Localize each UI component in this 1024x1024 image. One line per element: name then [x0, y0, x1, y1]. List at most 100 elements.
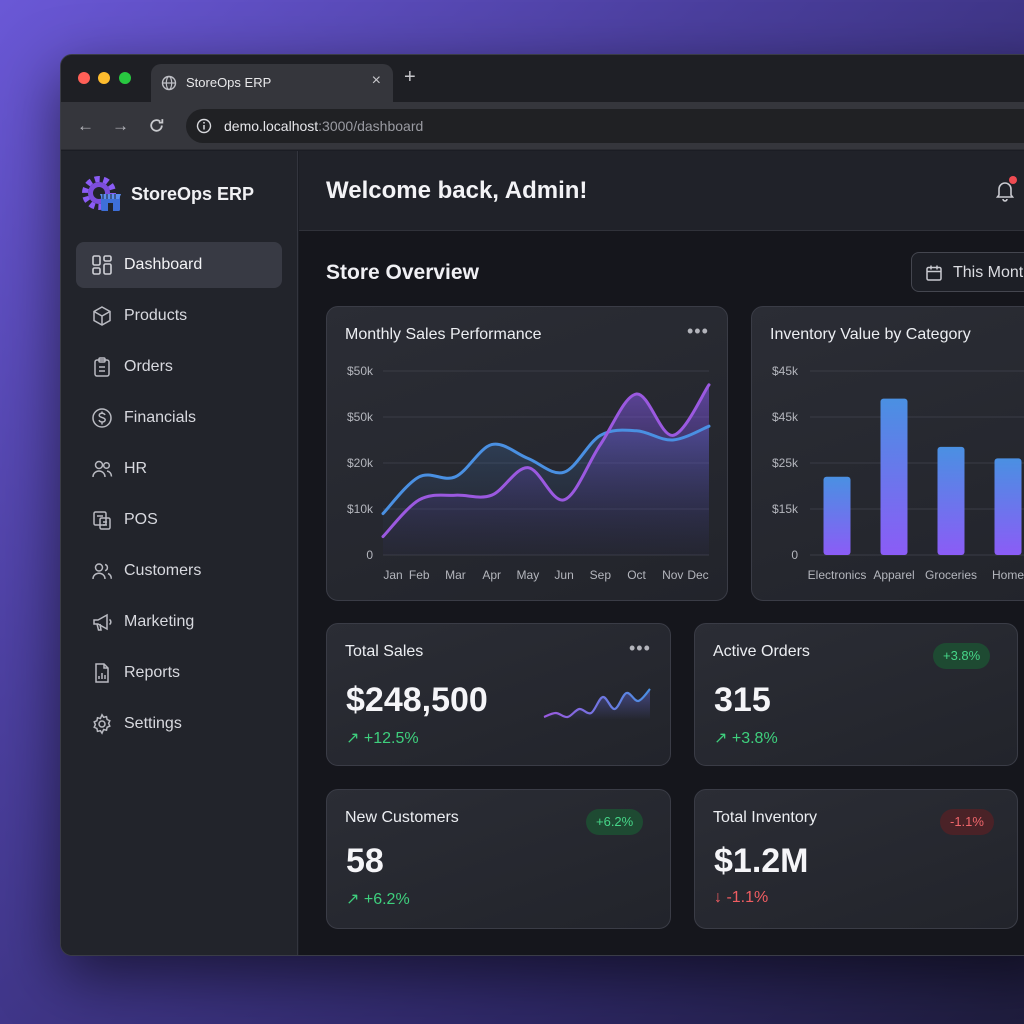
- sidebar-item-label: Customers: [124, 562, 202, 579]
- sidebar-item-label: Reports: [124, 664, 181, 681]
- report-icon: [95, 663, 109, 683]
- x-tick-label: Nov: [662, 568, 683, 582]
- sidebar-item-label: Marketing: [124, 613, 195, 630]
- site-info-icon[interactable]: [196, 118, 212, 134]
- sidebar-item-reports[interactable]: Reports: [76, 650, 282, 696]
- new-tab-button[interactable]: +: [404, 66, 416, 88]
- top-bar: Welcome back, Admin!: [299, 151, 1024, 231]
- stat-change-value: -1.1%: [726, 889, 769, 906]
- address-bar: ← → demo.localhost:3000/dashboard ☆: [61, 102, 1024, 150]
- x-tick-label: Jun: [554, 568, 573, 582]
- status-badge: +6.2%: [586, 809, 644, 835]
- stat-card-new-customers[interactable]: New Customers +6.2% 58 ↗ +6.2%: [326, 789, 671, 929]
- brand-name: StoreOps ERP: [131, 184, 255, 204]
- stat-change-value: +6.2%: [363, 891, 410, 908]
- y-tick-label: $45k: [772, 410, 799, 424]
- series-line: [381, 424, 711, 516]
- sidebar-item-label: Dashboard: [124, 256, 203, 273]
- series-line: [381, 383, 711, 539]
- trend-up-icon: ↗: [346, 891, 364, 908]
- forward-arrow-icon[interactable]: →: [112, 116, 129, 135]
- sidebar-item-dashboard[interactable]: Dashboard: [76, 242, 282, 288]
- browser-tab[interactable]: StoreOps ERP ×: [151, 64, 393, 102]
- status-badge: +3.8%: [933, 643, 991, 669]
- y-tick-label: $20k: [347, 456, 374, 470]
- url-path: :3000/dashboard: [318, 118, 424, 134]
- stat-change: ↓ -1.1%: [714, 889, 768, 907]
- close-window-button[interactable]: [78, 72, 90, 84]
- stat-card-total-sales[interactable]: Total Sales ••• $248,500 ↗ +12.5%: [326, 623, 671, 766]
- y-tick-label: $15k: [772, 502, 799, 516]
- globe-icon: [161, 75, 177, 91]
- minimize-window-button[interactable]: [98, 72, 110, 84]
- y-tick-label: $50k: [347, 410, 374, 424]
- stat-card-total-inventory[interactable]: Total Inventory -1.1% $1.2M ↓ -1.1%: [694, 789, 1018, 929]
- back-arrow-icon[interactable]: ←: [77, 116, 94, 135]
- x-tick-label: Mar: [445, 568, 466, 582]
- sidebar-item-orders[interactable]: Orders: [76, 344, 282, 390]
- calendar-icon: [926, 265, 942, 281]
- notification-bell-icon[interactable]: [993, 178, 1017, 202]
- sidebar-item-label: Settings: [124, 715, 182, 732]
- box-icon: [93, 306, 111, 326]
- reload-icon[interactable]: [148, 117, 165, 134]
- card-title: Inventory Value by Category: [770, 326, 971, 343]
- sidebar-item-pos[interactable]: POS: [76, 497, 282, 543]
- sidebar-item-label: Financials: [124, 409, 197, 426]
- sidebar: StoreOps ERP Dashboard Products: [61, 151, 298, 955]
- sidebar-item-financials[interactable]: Financials: [76, 395, 282, 441]
- stat-change-value: +12.5%: [363, 730, 419, 747]
- x-tick-label: Sep: [590, 568, 612, 582]
- maximize-window-button[interactable]: [119, 72, 131, 84]
- x-tick-label: Dec: [687, 568, 708, 582]
- x-tick-label: Apparel: [873, 568, 914, 582]
- sales-sparkline: [543, 688, 651, 720]
- sidebar-item-customers[interactable]: Customers: [76, 548, 282, 594]
- stat-value: $248,500: [346, 681, 488, 719]
- sparkline-line: [543, 688, 651, 719]
- url-text: demo.localhost:3000/dashboard: [224, 118, 423, 134]
- sidebar-item-hr[interactable]: HR: [76, 446, 282, 492]
- date-range-label: This Month: [953, 264, 1024, 281]
- date-range-button[interactable]: This Month: [911, 252, 1024, 292]
- main-content: Welcome back, Admin! Store Overview This…: [299, 151, 1024, 955]
- sidebar-item-settings[interactable]: Settings: [76, 701, 282, 747]
- x-tick-label: Oct: [627, 568, 646, 582]
- stat-value: 58: [346, 842, 384, 880]
- url-host: demo.localhost: [224, 118, 319, 134]
- customers-icon: [92, 563, 113, 580]
- tab-close-icon[interactable]: ×: [371, 72, 381, 89]
- notification-badge: [1009, 176, 1017, 184]
- trend-up-icon: ↗: [346, 730, 364, 747]
- inventory-chart-card: Inventory Value by Category 0 $15k $25k $45…: [751, 306, 1024, 601]
- page-title: Welcome back, Admin!: [326, 177, 588, 204]
- trend-down-icon: ↓: [714, 889, 727, 906]
- y-tick-label: 0: [366, 548, 373, 562]
- sidebar-item-label: Orders: [124, 358, 173, 375]
- pos-terminal-icon: [93, 511, 111, 530]
- inventory-bar-chart: 0 $15k $25k $45k $45k Electronics Apparel Groce…: [772, 364, 1024, 582]
- card-title: Total Inventory: [713, 809, 818, 826]
- bar: [937, 446, 965, 555]
- y-tick-label: $25k: [772, 456, 799, 470]
- sidebar-item-label: POS: [124, 511, 158, 528]
- url-input[interactable]: demo.localhost:3000/dashboard ☆: [186, 109, 1024, 143]
- stat-card-active-orders[interactable]: Active Orders +3.8% 315 ↗ +3.8%: [694, 623, 1018, 766]
- sidebar-item-marketing[interactable]: Marketing: [76, 599, 282, 645]
- x-tick-label: Electronics: [808, 568, 867, 582]
- clipboard-icon: [94, 357, 110, 377]
- stat-change-value: +3.8%: [731, 730, 778, 747]
- more-options-icon[interactable]: •••: [629, 638, 651, 658]
- more-options-icon[interactable]: •••: [687, 321, 709, 341]
- sidebar-item-label: Products: [124, 307, 188, 324]
- users-icon: [92, 460, 113, 478]
- section-title: Store Overview: [326, 261, 479, 284]
- y-tick-label: $45k: [772, 364, 799, 378]
- bar: [823, 476, 851, 555]
- x-tick-label: Groceries: [925, 568, 977, 582]
- trend-up-icon: ↗: [714, 730, 732, 747]
- y-tick-label: 0: [791, 548, 798, 562]
- tab-bar: StoreOps ERP × +: [61, 55, 1024, 102]
- sidebar-item-products[interactable]: Products: [76, 293, 282, 339]
- tab-title: StoreOps ERP: [186, 75, 272, 90]
